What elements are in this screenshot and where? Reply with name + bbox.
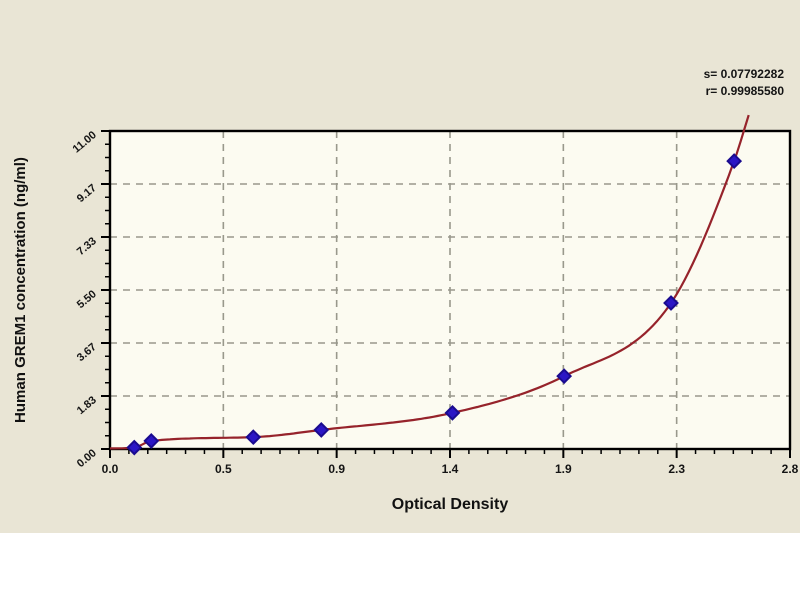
data-point [663,295,679,311]
data-point [245,429,262,446]
standard-curve-plot: 0.0 0.5 0.9 1.4 1.9 2.3 2.8 0.00 1.83 3.67 5.50 7.3… [71,114,799,476]
data-point [444,404,461,421]
data-point [726,153,743,169]
x-tick-label: 1.4 [442,462,459,476]
x-tick-label: 2.8 [782,462,799,476]
y-tick-label: 11.00 [71,129,99,155]
y-tick-label: 1.83 [75,394,99,417]
y-tick-label: 7.33 [75,235,99,258]
data-point [313,422,330,438]
data-point [143,432,160,449]
data-point [126,439,143,456]
x-tick-label: 0.5 [215,462,232,476]
y-tick-label: 3.67 [75,341,99,364]
x-tick-label: 0.0 [102,462,119,476]
fit-stat-r: r= 0.99985580 [705,84,784,98]
y-axis-title: Human GREM1 concentration (ng/ml) [12,157,29,423]
fit-curve [110,114,750,450]
x-axis-title: Optical Density [391,496,509,513]
fit-stats: s= 0.07792282 r= 0.99985580 [704,66,784,100]
x-tick-label: 1.9 [555,462,572,476]
fit-stat-s: s= 0.07792282 [703,67,784,81]
chart-panel: 0.0 0.5 0.9 1.4 1.9 2.3 2.8 0.00 1.83 3.67 5.50 7.3… [0,0,800,533]
x-tick-label: 0.9 [328,462,345,476]
y-tick-label: 5.50 [75,288,99,311]
data-point [556,368,573,385]
x-tick-label: 2.3 [668,462,685,476]
y-tick-label: 0.00 [75,447,99,470]
y-tick-label: 9.17 [75,182,99,205]
